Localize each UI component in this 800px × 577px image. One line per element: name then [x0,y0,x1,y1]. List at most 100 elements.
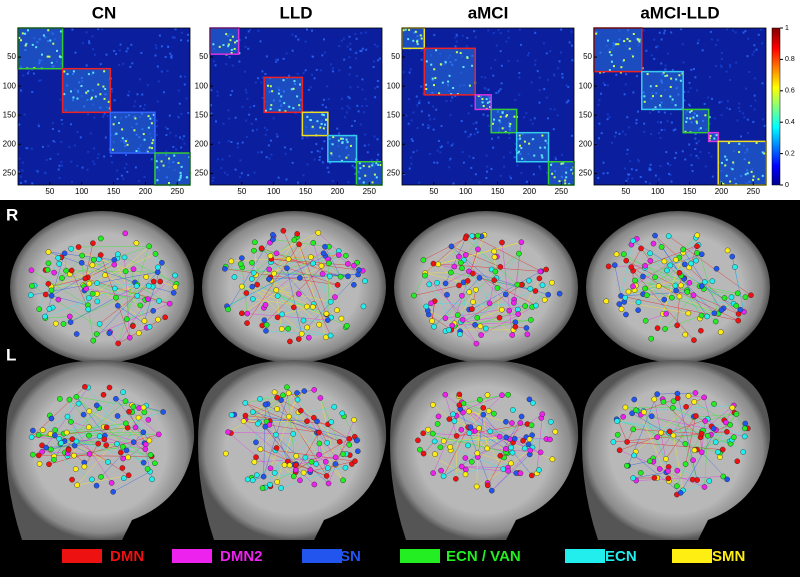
matrix-noise [625,73,628,76]
matrix-noise [76,164,79,167]
node [621,251,627,257]
node [65,447,72,453]
node [474,450,481,456]
matrix-noise [417,38,420,41]
connection [51,284,84,287]
node [517,420,524,426]
matrix-noise [234,168,237,171]
node [93,482,100,489]
module-noise [227,45,230,48]
connection [443,437,507,477]
node [66,396,73,403]
matrix-noise [484,76,487,79]
x-tick-label: 100 [459,187,473,196]
node [664,267,670,274]
node [644,292,650,299]
matrix-noise [720,114,723,117]
node [297,477,303,484]
matrix-noise [462,161,465,164]
module-noise [375,176,378,179]
matrix-noise [261,70,264,73]
matrix-noise [338,132,341,135]
matrix-noise [549,50,552,53]
node [150,307,156,314]
matrix-noise [746,148,749,151]
matrix-noise [608,116,611,119]
connection [680,429,717,493]
matrix-noise [685,111,688,114]
node [251,459,258,465]
matrix-noise [231,90,234,93]
connection [296,237,327,338]
node [672,282,679,289]
matrix-noise [349,48,352,51]
matrix-frame [17,27,191,186]
matrix-noise [688,103,691,106]
node [125,454,131,461]
node [718,307,725,313]
node [549,279,555,286]
module-noise [715,134,718,137]
node [415,437,421,444]
node [734,458,741,465]
matrix-noise [53,64,56,67]
node [125,472,132,479]
node [499,239,505,246]
matrix-noise [245,91,248,94]
node [326,260,332,267]
matrix-noise [120,140,123,143]
module-box [423,47,477,96]
matrix-noise [277,86,280,89]
matrix-noise [656,45,659,48]
node [124,316,130,322]
matrix-noise [211,179,214,182]
connection [690,246,698,264]
connection [264,319,331,336]
matrix-noise [264,126,267,129]
node [30,427,36,434]
matrix-noise [216,94,219,97]
x-tick-label: 50 [45,187,54,196]
node [362,278,368,284]
matrix-noise [38,62,41,65]
module-noise [368,165,371,168]
x-tick-label: 250 [363,187,377,196]
matrix-noise [610,48,613,51]
node [108,480,115,486]
module-noise [646,73,649,76]
node [82,384,88,390]
node [310,260,316,267]
matrix-noise [343,58,346,61]
node [322,458,329,465]
node [642,317,649,324]
view-label: R [6,205,18,224]
matrix-noise [249,28,252,31]
node [704,313,710,320]
module-noise [686,117,689,120]
node [520,437,526,444]
matrix-noise [326,166,329,169]
matrix-noise [725,70,728,73]
connection [487,422,521,486]
matrix-noise [689,87,692,90]
node [509,449,516,456]
matrix-noise [227,140,230,143]
matrix-noise [450,99,453,102]
module-noise [638,38,641,41]
matrix-noise [746,118,749,121]
node [29,451,36,458]
matrix-noise [625,179,628,182]
connection [321,265,336,298]
node [45,249,52,255]
matrix-noise [605,44,608,47]
matrix-noise [514,98,517,101]
matrix-noise [81,166,84,169]
matrix-noise [599,51,602,54]
matrix-noise [344,135,347,138]
matrix-noise [475,121,478,124]
matrix-noise [530,81,533,84]
module-noise [103,70,106,73]
y-tick-label: 50 [391,52,400,61]
node [622,404,629,411]
node [721,295,728,301]
